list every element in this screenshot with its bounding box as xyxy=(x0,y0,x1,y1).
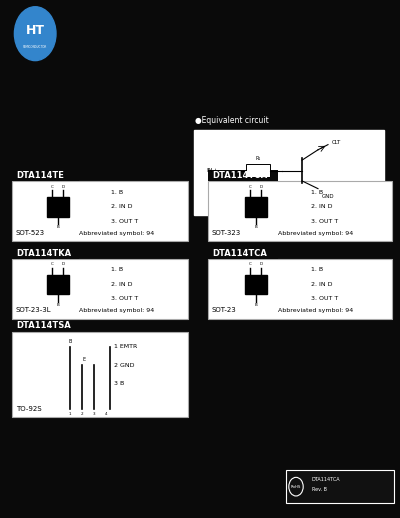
Text: D: D xyxy=(260,263,263,266)
Bar xyxy=(47,275,69,294)
Bar xyxy=(246,164,270,177)
Text: 1 EMTR: 1 EMTR xyxy=(114,344,137,350)
Text: 1. B: 1. B xyxy=(311,190,323,195)
Text: 2 GND: 2 GND xyxy=(114,363,134,368)
Text: IN+: IN+ xyxy=(206,168,218,173)
Text: C: C xyxy=(249,263,252,266)
Text: GND: GND xyxy=(322,194,335,199)
Bar xyxy=(286,470,394,503)
Text: B: B xyxy=(68,339,72,344)
Text: TO-92S: TO-92S xyxy=(16,406,42,412)
Text: DTA114TSA: DTA114TSA xyxy=(16,321,71,330)
Bar xyxy=(194,130,384,215)
Text: 3 B: 3 B xyxy=(114,381,124,386)
Text: 3. OUT T: 3. OUT T xyxy=(110,219,138,224)
Text: 2. IN D: 2. IN D xyxy=(311,282,332,287)
Text: SEMICONDUCTOR: SEMICONDUCTOR xyxy=(23,45,47,49)
Text: 3: 3 xyxy=(93,412,95,416)
Bar xyxy=(47,197,69,217)
Text: 2. IN D: 2. IN D xyxy=(110,282,132,287)
Text: B: B xyxy=(56,225,59,229)
Text: 1: 1 xyxy=(69,412,71,416)
Text: DTA114TKA: DTA114TKA xyxy=(16,249,71,258)
Text: 2. IN D: 2. IN D xyxy=(311,204,332,209)
Bar xyxy=(12,259,188,319)
Text: Abbreviated symbol: 94: Abbreviated symbol: 94 xyxy=(278,308,353,313)
Bar xyxy=(208,248,278,259)
Text: E: E xyxy=(82,357,86,362)
Text: Abbreviated symbol: 94: Abbreviated symbol: 94 xyxy=(79,231,154,236)
Text: B: B xyxy=(56,303,59,307)
Bar xyxy=(208,259,392,319)
Text: SOT-23-3L: SOT-23-3L xyxy=(16,307,52,313)
Text: 3. OUT T: 3. OUT T xyxy=(311,219,338,224)
Bar xyxy=(12,332,188,417)
Text: DTA114TE: DTA114TE xyxy=(16,171,64,180)
Text: D: D xyxy=(62,263,65,266)
Text: 2: 2 xyxy=(81,412,83,416)
Bar xyxy=(245,275,267,294)
Text: SOT-323: SOT-323 xyxy=(212,229,241,236)
Text: HT: HT xyxy=(26,24,45,37)
Text: DTA114TUA: DTA114TUA xyxy=(212,171,267,180)
Circle shape xyxy=(14,7,56,61)
Bar xyxy=(245,197,267,217)
Text: C: C xyxy=(51,263,54,266)
Text: 2. IN D: 2. IN D xyxy=(110,204,132,209)
Text: ●Equivalent circuit: ●Equivalent circuit xyxy=(195,116,269,125)
Text: DTA114TCA: DTA114TCA xyxy=(312,477,341,482)
Text: RoHS: RoHS xyxy=(291,485,301,488)
Text: 1. B: 1. B xyxy=(110,190,123,195)
Text: 4: 4 xyxy=(105,412,107,416)
Bar xyxy=(208,181,392,241)
Bar xyxy=(12,170,79,181)
Text: DTA114TCA: DTA114TCA xyxy=(212,249,267,258)
Bar xyxy=(208,170,278,181)
Text: 3. OUT T: 3. OUT T xyxy=(311,296,338,301)
Text: C: C xyxy=(51,185,54,189)
Text: Abbreviated symbol: 94: Abbreviated symbol: 94 xyxy=(79,308,154,313)
Text: R₁: R₁ xyxy=(255,156,261,161)
Bar xyxy=(12,248,79,259)
Bar xyxy=(12,181,188,241)
Text: C: C xyxy=(249,185,252,189)
Text: B: B xyxy=(254,303,257,307)
Text: CLT: CLT xyxy=(332,139,341,145)
Text: D: D xyxy=(260,185,263,189)
Text: SOT-523: SOT-523 xyxy=(16,229,45,236)
Text: B: B xyxy=(254,225,257,229)
Text: 1. B: 1. B xyxy=(110,267,123,272)
Text: D: D xyxy=(62,185,65,189)
Text: SOT-23: SOT-23 xyxy=(212,307,237,313)
Text: 1. B: 1. B xyxy=(311,267,323,272)
Text: 3. OUT T: 3. OUT T xyxy=(110,296,138,301)
Text: Abbreviated symbol: 94: Abbreviated symbol: 94 xyxy=(278,231,353,236)
Text: Rev. B: Rev. B xyxy=(312,487,327,492)
